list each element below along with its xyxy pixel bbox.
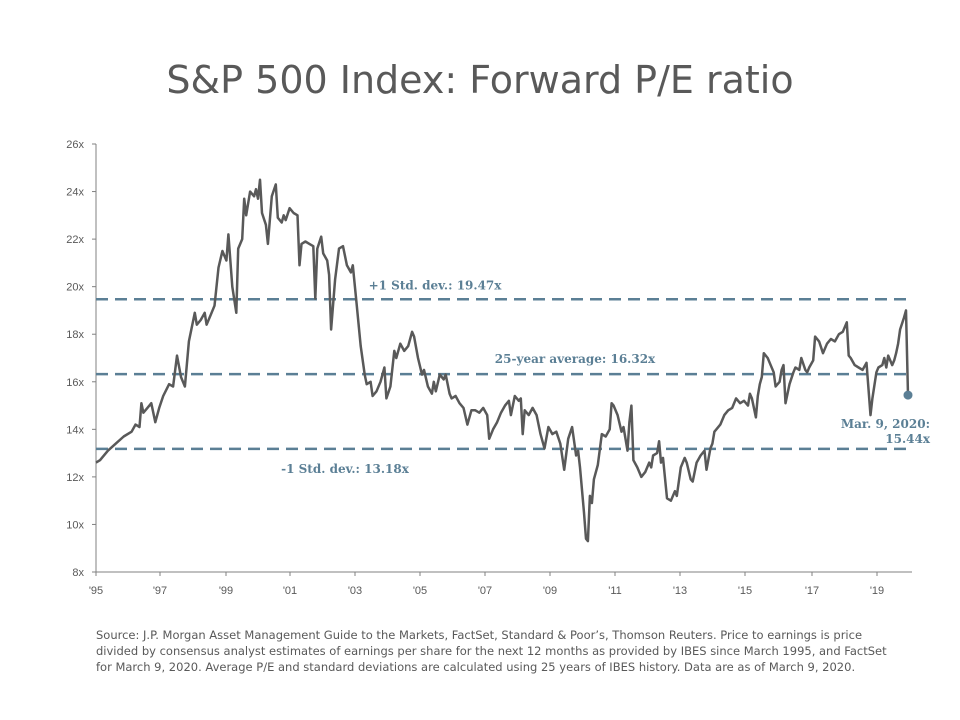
y-tick-label: 16x [66,377,84,389]
x-tick-label: '15 [738,585,752,597]
x-tick-label: '13 [673,585,687,597]
y-tick-label: 20x [66,282,84,294]
chart-title: S&P 500 Index: Forward P/E ratio [166,58,794,102]
chart-area: 26x 24x 22x 20x 18x 16x 14x 12x 10x 8x '95 '97 '99 '0… [66,139,931,597]
x-tick-label: '11 [608,585,622,597]
series-layer [95,178,910,543]
x-tick-label: '17 [805,585,819,597]
y-tick-label: 14x [66,424,84,436]
x-tick-label: '03 [348,585,362,597]
end-point-label-date: Mar. 9, 2020: [841,417,930,431]
source-note: Source: J.P. Morgan Asset Management Gui… [96,628,887,674]
y-tick-label: 10x [66,519,84,531]
y-tick-label: 18x [66,329,84,341]
x-tick-label: '01 [283,585,297,597]
x-tick-label: '05 [413,585,427,597]
x-tick-label: '95 [89,585,103,597]
end-point-marker [903,390,913,400]
reference-line-label: +1 Std. dev.: 19.47x [369,278,503,292]
x-tick-label: '99 [219,585,233,597]
end-point-label-value: 15.44x [885,432,931,446]
tick-labels: 26x 24x 22x 20x 18x 16x 14x 12x 10x 8x '95 '97 '99 '0… [66,139,884,597]
x-tick-label: '07 [478,585,492,597]
y-tick-label: 8x [72,567,84,579]
reference-line-label: 25-year average: 16.32x [495,352,656,366]
x-tick-label: '09 [543,585,557,597]
reference-line-label: -1 Std. dev.: 13.18x [281,462,410,476]
pe-ratio-line [95,178,910,543]
y-tick-label: 22x [66,234,84,246]
x-tick-label: '97 [153,585,167,597]
reference-lines: +1 Std. dev.: 19.47x 25-year average: 16.… [96,278,912,476]
axes [95,144,912,573]
y-tick-label: 12x [66,472,84,484]
end-point-annotation: Mar. 9, 2020:15.44x [841,390,931,446]
y-tick-label: 26x [66,139,84,151]
y-tick-label: 24x [66,187,84,199]
x-tick-label: '19 [870,585,884,597]
